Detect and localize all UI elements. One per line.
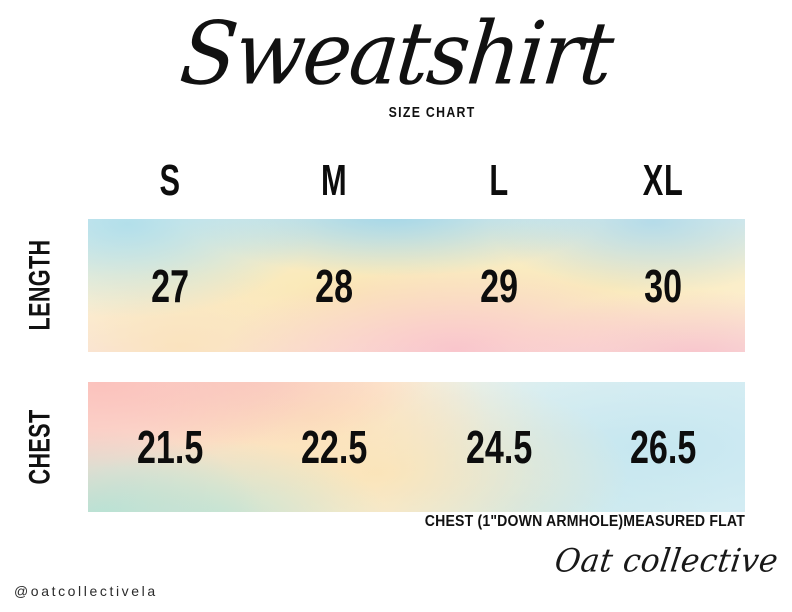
chest-measurement-band: 21.5 22.5 24.5 26.5 (88, 382, 745, 512)
size-header-m: M (321, 156, 348, 205)
length-measurement-band: 27 28 29 30 (88, 219, 745, 352)
size-header-row: S M L XL (88, 155, 745, 207)
chest-value-m: 22.5 (301, 421, 368, 473)
size-header-s: S (159, 156, 181, 205)
size-header-xl: XL (642, 156, 684, 205)
brand-logo: Oat collective (552, 542, 781, 580)
length-value-l: 29 (479, 259, 518, 312)
title-block: Sweatshirt (0, 4, 792, 105)
social-handle: @oatcollectivela (14, 583, 158, 599)
chest-value-l: 24.5 (465, 421, 532, 473)
length-value-s: 27 (151, 259, 190, 312)
measurement-note: CHEST (1"DOWN ARMHOLE)MEASURED FLAT (424, 513, 745, 530)
page-title: Sweatshirt (175, 4, 617, 105)
chest-value-xl: 26.5 (629, 421, 697, 473)
page-subtitle: SIZE CHART (388, 104, 476, 121)
row-label-chest: CHEST (23, 409, 57, 485)
length-value-m: 28 (315, 259, 354, 312)
chest-value-s: 21.5 (136, 421, 204, 473)
size-header-l: L (488, 156, 509, 205)
length-value-xl: 30 (643, 259, 682, 312)
row-label-length: LENGTH (23, 239, 57, 331)
